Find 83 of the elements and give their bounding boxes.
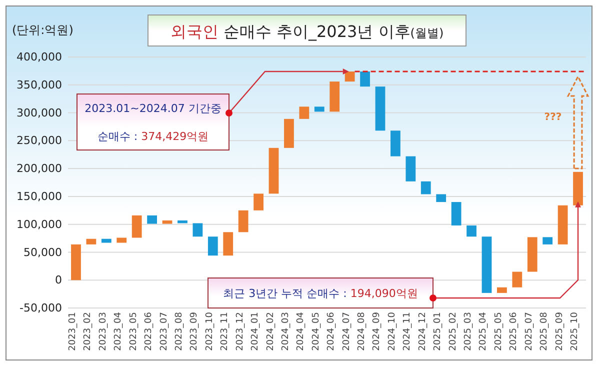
annotation: ???	[544, 112, 562, 123]
x-tick-label: 2024_07	[342, 312, 352, 351]
x-tick-label: 2025_08	[540, 312, 550, 351]
chart-title: 외국인 순매수 추이_2023년 이후(월별)	[170, 22, 444, 41]
y-tick-label: 350,000	[16, 78, 62, 92]
annotation: 2023.01~2024.07 기간중	[84, 102, 222, 115]
y-tick-label: 250,000	[16, 134, 62, 148]
bar	[208, 236, 218, 256]
bar	[284, 118, 294, 148]
y-tick-label: 0	[55, 274, 62, 287]
x-tick-label: 2024_11	[402, 312, 413, 351]
x-tick-label: 2024_03	[280, 312, 291, 351]
x-tick-label: 2024_10	[387, 312, 398, 351]
x-tick-label: 2024_08	[357, 312, 368, 351]
x-tick-label: 2023_06	[144, 312, 154, 351]
bar	[254, 194, 264, 210]
x-tick-label: 2023_12	[235, 312, 246, 351]
bar	[86, 238, 96, 244]
y-tick-label: 150,000	[16, 190, 62, 203]
y-tick-label: 400,000	[16, 50, 62, 64]
bar	[466, 225, 476, 237]
bar	[406, 156, 416, 182]
bar	[512, 272, 522, 288]
bar	[542, 237, 553, 244]
x-tick-label: 2025_05	[494, 312, 504, 351]
y-tick-label: 100,000	[16, 218, 62, 231]
bar	[116, 238, 127, 243]
x-tick-label: 2025_03	[464, 312, 474, 351]
x-tick-label: 2024_02	[266, 312, 276, 351]
bar	[299, 106, 310, 119]
x-tick-label: 2023_01	[68, 312, 78, 351]
bar	[375, 86, 386, 131]
bar	[390, 130, 400, 156]
x-tick-label: 2023_02	[83, 312, 94, 351]
bar	[314, 106, 324, 112]
bar	[482, 236, 492, 293]
bar	[223, 232, 234, 256]
bar	[451, 202, 462, 226]
bar	[436, 194, 446, 202]
bar	[101, 238, 112, 243]
x-tick-label: 2024_04	[296, 312, 306, 351]
bar	[420, 181, 431, 194]
x-tick-label: 2023_08	[174, 312, 184, 351]
bar	[558, 205, 568, 244]
bar	[527, 237, 538, 272]
x-tick-label: 2025_07	[524, 312, 534, 351]
annotation: 최근 3년간 누적 순매수 : 194,090억원	[223, 287, 418, 300]
bar	[147, 215, 157, 224]
x-tick-label: 2024_05	[311, 312, 322, 351]
x-tick-label: 2023_10	[204, 312, 215, 351]
bar	[330, 82, 340, 112]
annotation: 순매수 : 374,429억원	[97, 130, 209, 143]
x-tick-label: 2023_05	[128, 312, 139, 351]
x-tick-label: 2025_06	[509, 312, 520, 351]
x-tick-label: 2025_09	[554, 312, 565, 351]
x-tick-label: 2024_01	[250, 312, 261, 351]
y-tick-label: 200,000	[16, 162, 62, 176]
y-axis-title: (단위:억원)	[12, 23, 74, 37]
bar	[178, 220, 188, 224]
bar	[192, 223, 203, 237]
x-tick-label: 2025_04	[478, 312, 489, 351]
y-tick-label: 50,000	[24, 246, 62, 259]
bar	[71, 244, 81, 280]
bar	[344, 72, 355, 82]
y-tick-label: 300,000	[16, 106, 62, 120]
bar	[268, 148, 279, 194]
bar	[497, 287, 507, 293]
bar	[132, 215, 142, 238]
x-tick-label: 2025_02	[448, 312, 458, 351]
x-tick-label: 2023_11	[220, 312, 230, 351]
x-tick-label: 2024_12	[418, 312, 428, 351]
x-tick-label: 2025_10	[570, 312, 580, 351]
bar	[360, 72, 370, 87]
x-tick-label: 2024_09	[372, 312, 382, 351]
bar	[162, 220, 172, 224]
x-tick-label: 2023_03	[98, 312, 108, 351]
bar	[238, 210, 248, 232]
x-tick-label: 2024_06	[326, 312, 337, 351]
x-tick-label: 2023_07	[159, 312, 170, 351]
x-tick-label: 2025_01	[433, 312, 444, 351]
x-tick-label: 2023_04	[114, 312, 124, 351]
x-tick-label: 2023_09	[190, 312, 200, 351]
y-tick-label: -50,000	[20, 302, 62, 315]
